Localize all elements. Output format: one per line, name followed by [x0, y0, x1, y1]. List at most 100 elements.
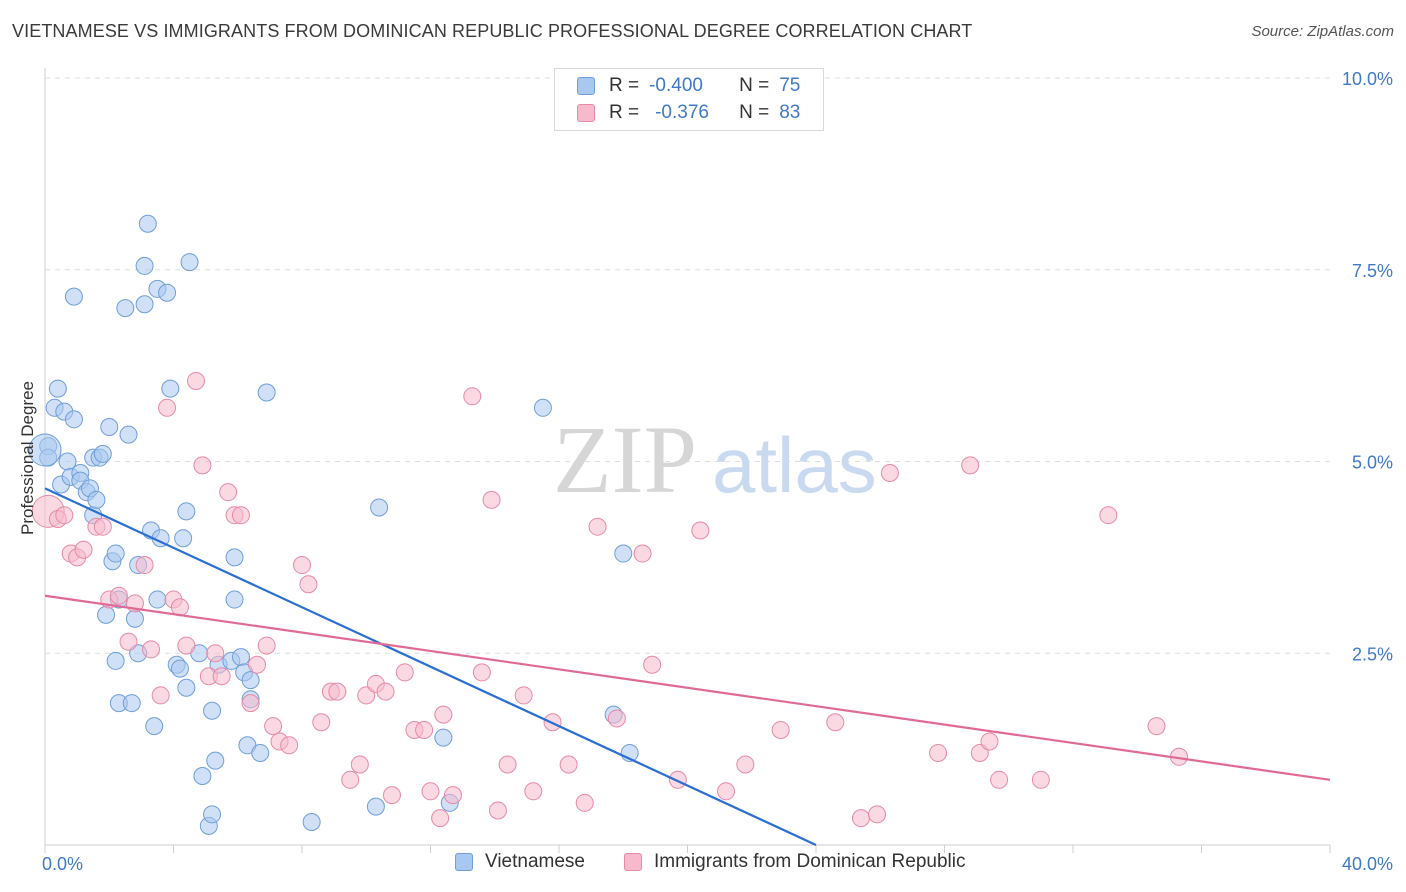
point-dominican: [970, 743, 989, 762]
point-dominican: [771, 720, 790, 739]
trend-lines: [44, 487, 1331, 846]
legend-swatch-pink: [624, 853, 642, 871]
point-vietnamese: [135, 295, 154, 314]
point-vietnamese: [116, 299, 135, 318]
y-tick-label: 10.0%: [1342, 69, 1393, 89]
point-dominican: [990, 770, 1009, 789]
point-dominican: [880, 464, 899, 483]
point-dominican: [293, 556, 311, 575]
point-dominican: [264, 717, 283, 736]
point-dominican: [357, 686, 376, 705]
point-dominican: [431, 809, 450, 828]
series-vietnamese: [28, 214, 639, 835]
r-label: R =: [609, 102, 640, 123]
point-vietnamese: [231, 648, 250, 667]
point-dominican: [248, 655, 267, 674]
point-dominican: [186, 371, 205, 390]
x-tick-label: 40.0%: [1342, 854, 1393, 874]
point-vietnamese: [93, 444, 112, 463]
point-dominican: [312, 713, 331, 732]
point-dominican: [633, 544, 652, 563]
point-dominican: [607, 709, 626, 728]
point-dominican: [382, 786, 401, 805]
point-vietnamese: [257, 383, 276, 402]
correlation-legend: R = -0.400 N = 75 R = -0.376 N = 83: [554, 68, 824, 131]
point-vietnamese: [434, 728, 453, 747]
point-vietnamese: [48, 379, 67, 398]
point-dominican: [463, 387, 482, 406]
point-vietnamese: [138, 214, 157, 233]
point-dominican: [443, 786, 462, 805]
legend-swatch-blue: [455, 853, 473, 871]
r-label: R =: [609, 75, 640, 96]
point-dominican: [212, 667, 231, 686]
point-vietnamese: [241, 671, 260, 690]
point-dominican: [219, 483, 238, 502]
point-dominican: [929, 743, 948, 762]
point-vietnamese: [174, 529, 193, 548]
point-dominican: [482, 490, 501, 509]
point-dominican: [498, 755, 517, 774]
legend-item-vietnamese[interactable]: Vietnamese: [455, 851, 585, 873]
point-vietnamese: [366, 797, 385, 816]
n-value: 83: [779, 102, 801, 123]
point-vietnamese: [180, 253, 199, 272]
point-dominican: [575, 793, 594, 812]
series-legend: Vietnamese Immigrants from Dominican Rep…: [0, 851, 1406, 879]
point-dominican: [299, 575, 318, 594]
point-dominican: [961, 456, 980, 475]
point-dominican: [421, 782, 440, 801]
point-dominican: [668, 770, 687, 789]
point-vietnamese: [370, 498, 389, 517]
y-tick-label: 7.5%: [1352, 261, 1393, 281]
watermark-zip: ZIP: [553, 406, 697, 513]
point-vietnamese: [158, 283, 177, 302]
point-vietnamese: [225, 548, 244, 567]
point-dominican: [588, 517, 607, 536]
y-axis-label: Professional Degree: [18, 381, 37, 535]
point-vietnamese: [87, 490, 106, 509]
point-dominican: [643, 655, 662, 674]
point-vietnamese: [203, 701, 222, 720]
point-dominican: [142, 640, 161, 659]
point-dominican: [524, 782, 543, 801]
chart-title: VIETNAMESE VS IMMIGRANTS FROM DOMINICAN …: [12, 21, 973, 41]
legend-label: Immigrants from Dominican Republic: [654, 851, 966, 872]
point-dominican: [1147, 717, 1166, 736]
point-dominican: [559, 755, 578, 774]
point-vietnamese: [614, 544, 633, 563]
point-dominican: [415, 720, 434, 739]
point-vietnamese: [177, 502, 196, 521]
point-dominican: [93, 517, 112, 536]
point-vietnamese: [193, 766, 212, 785]
point-dominican: [1099, 506, 1118, 525]
legend-item-dominican[interactable]: Immigrants from Dominican Republic: [624, 851, 966, 873]
point-vietnamese: [135, 256, 154, 275]
point-vietnamese: [125, 609, 144, 628]
point-vietnamese: [225, 590, 244, 609]
point-dominican: [55, 506, 74, 525]
n-label: N =: [739, 75, 770, 96]
point-dominican: [109, 586, 128, 605]
point-vietnamese: [148, 590, 167, 609]
x-tick-label: 0.0%: [42, 854, 83, 874]
point-dominican: [206, 644, 225, 663]
r-value: -0.400: [649, 75, 703, 96]
n-value: 75: [779, 75, 801, 96]
grid-lines: [45, 77, 1330, 654]
point-dominican: [395, 663, 414, 682]
point-vietnamese: [251, 743, 270, 762]
point-dominican: [472, 663, 491, 682]
point-dominican: [1031, 770, 1050, 789]
point-dominican: [826, 713, 845, 732]
legend-swatch-blue: [577, 77, 595, 95]
legend-row-dominican: R = -0.376 N = 83: [577, 100, 800, 126]
point-vietnamese: [122, 694, 141, 713]
y-tick-label: 2.5%: [1352, 644, 1393, 664]
point-dominican: [980, 732, 999, 751]
point-dominican: [177, 636, 196, 655]
point-vietnamese: [106, 544, 125, 563]
point-vietnamese: [161, 379, 180, 398]
point-dominican: [851, 809, 870, 828]
